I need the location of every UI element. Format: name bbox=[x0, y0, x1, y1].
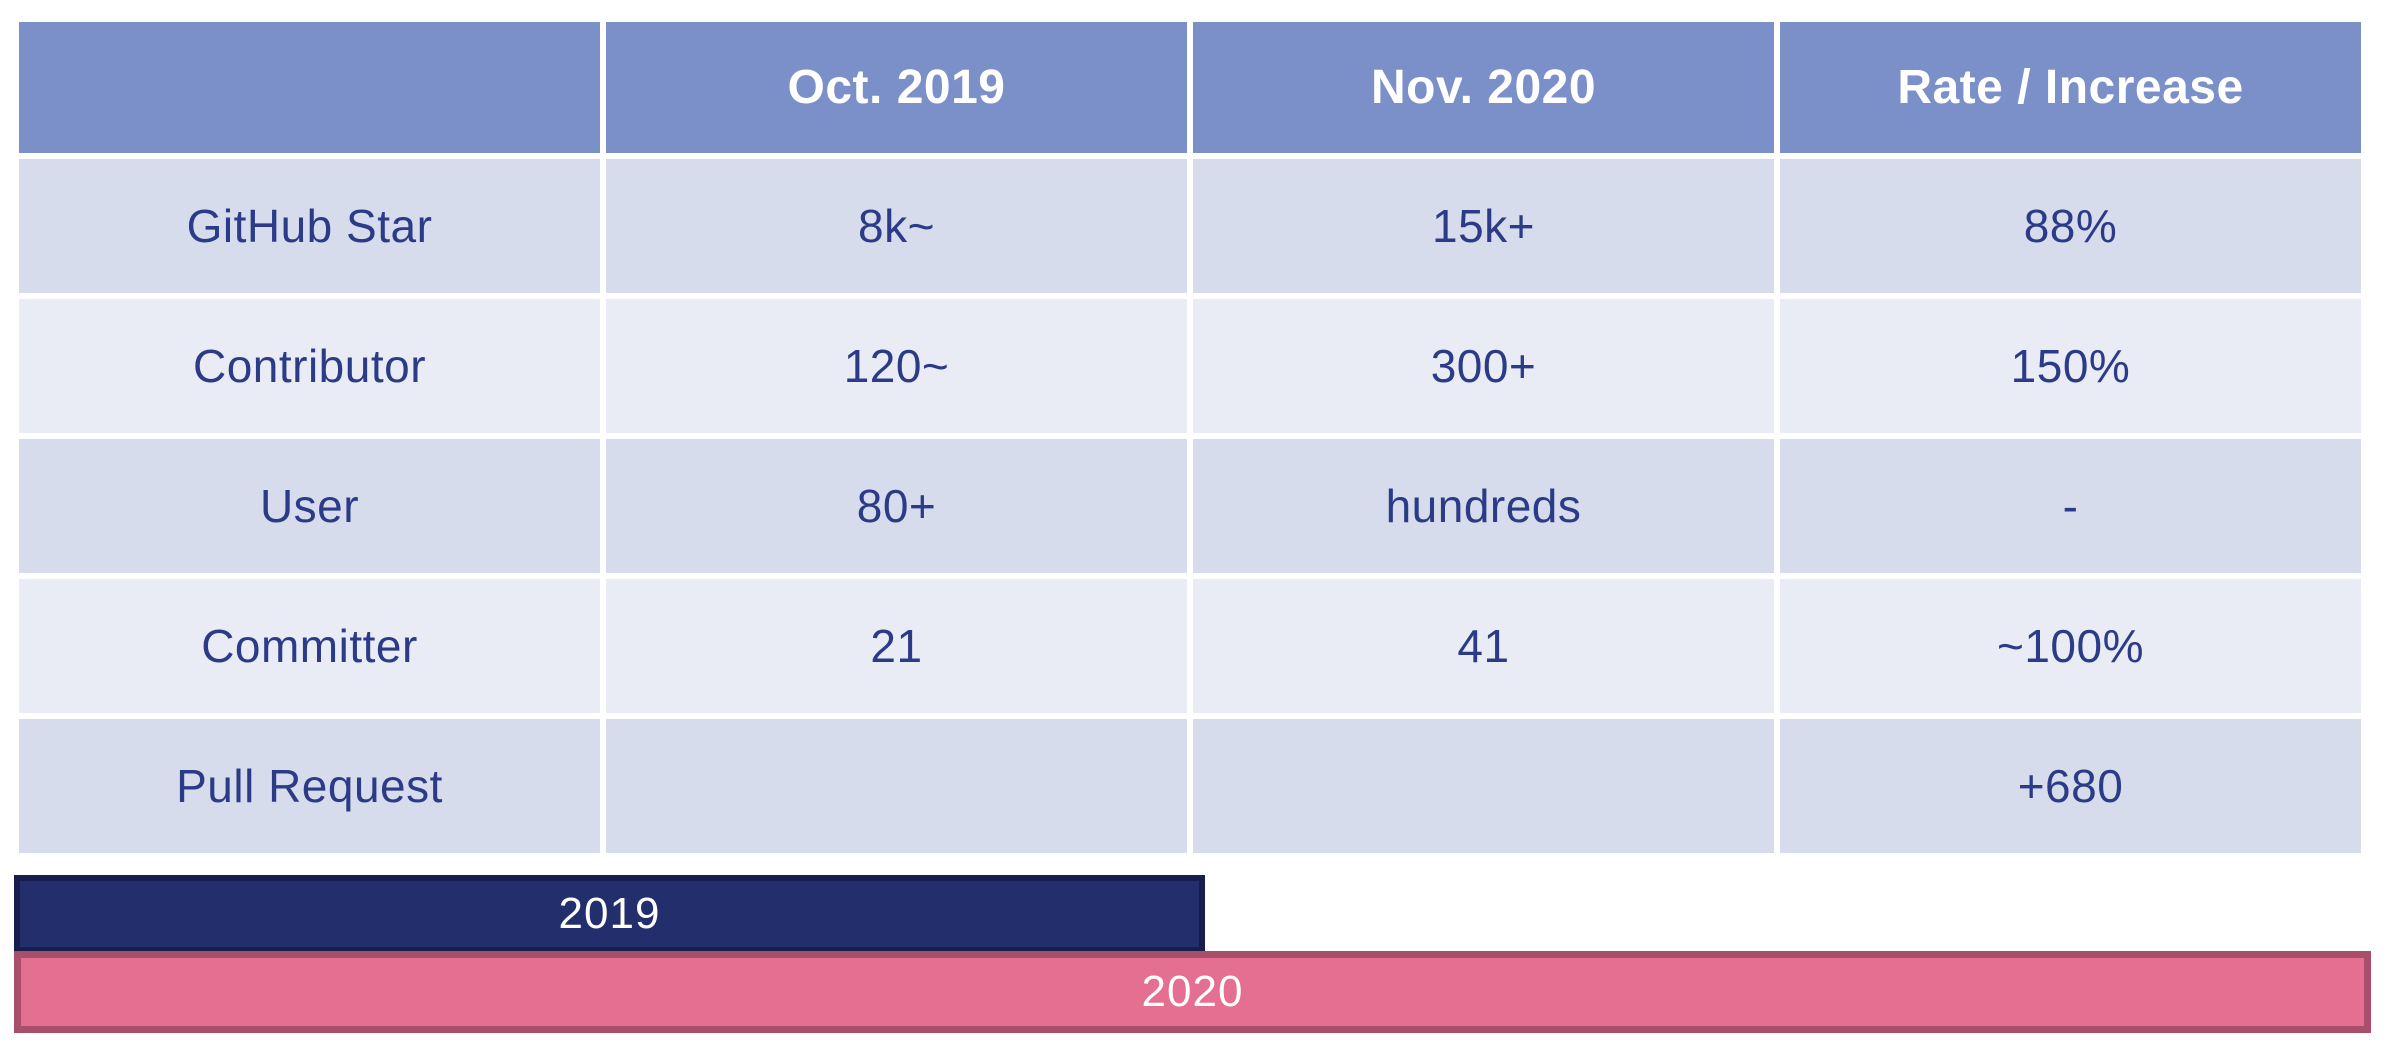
cell-pull-request-oct2019 bbox=[606, 719, 1187, 853]
timeline-bar-2020: 2020 bbox=[14, 951, 2371, 1033]
timeline-bar-2019: 2019 bbox=[14, 875, 1205, 953]
timeline-bar-2019-label: 2019 bbox=[558, 889, 661, 938]
header-cell-oct-2019: Oct. 2019 bbox=[606, 22, 1187, 153]
cell-committer-rate: ~100% bbox=[1780, 579, 2361, 713]
row-label-user: User bbox=[19, 439, 600, 573]
header-cell-blank bbox=[19, 22, 600, 153]
row-label-pull-request: Pull Request bbox=[19, 719, 600, 853]
row-label-committer: Committer bbox=[19, 579, 600, 713]
cell-github-star-nov2020: 15k+ bbox=[1193, 159, 1774, 293]
cell-user-oct2019: 80+ bbox=[606, 439, 1187, 573]
cell-pull-request-rate: +680 bbox=[1780, 719, 2361, 853]
cell-user-nov2020: hundreds bbox=[1193, 439, 1774, 573]
cell-github-star-rate: 88% bbox=[1780, 159, 2361, 293]
cell-pull-request-nov2020 bbox=[1193, 719, 1774, 853]
cell-github-star-oct2019: 8k~ bbox=[606, 159, 1187, 293]
cell-committer-oct2019: 21 bbox=[606, 579, 1187, 713]
row-label-github-star: GitHub Star bbox=[19, 159, 600, 293]
cell-committer-nov2020: 41 bbox=[1193, 579, 1774, 713]
cell-contributor-rate: 150% bbox=[1780, 299, 2361, 433]
header-cell-rate: Rate / Increase bbox=[1780, 22, 2361, 153]
growth-stats-table: Oct. 2019 Nov. 2020 Rate / Increase GitH… bbox=[19, 22, 2361, 853]
cell-contributor-oct2019: 120~ bbox=[606, 299, 1187, 433]
header-cell-nov-2020: Nov. 2020 bbox=[1193, 22, 1774, 153]
timeline-bar-2020-label: 2020 bbox=[1141, 967, 1244, 1016]
cell-contributor-nov2020: 300+ bbox=[1193, 299, 1774, 433]
cell-user-rate: - bbox=[1780, 439, 2361, 573]
row-label-contributor: Contributor bbox=[19, 299, 600, 433]
